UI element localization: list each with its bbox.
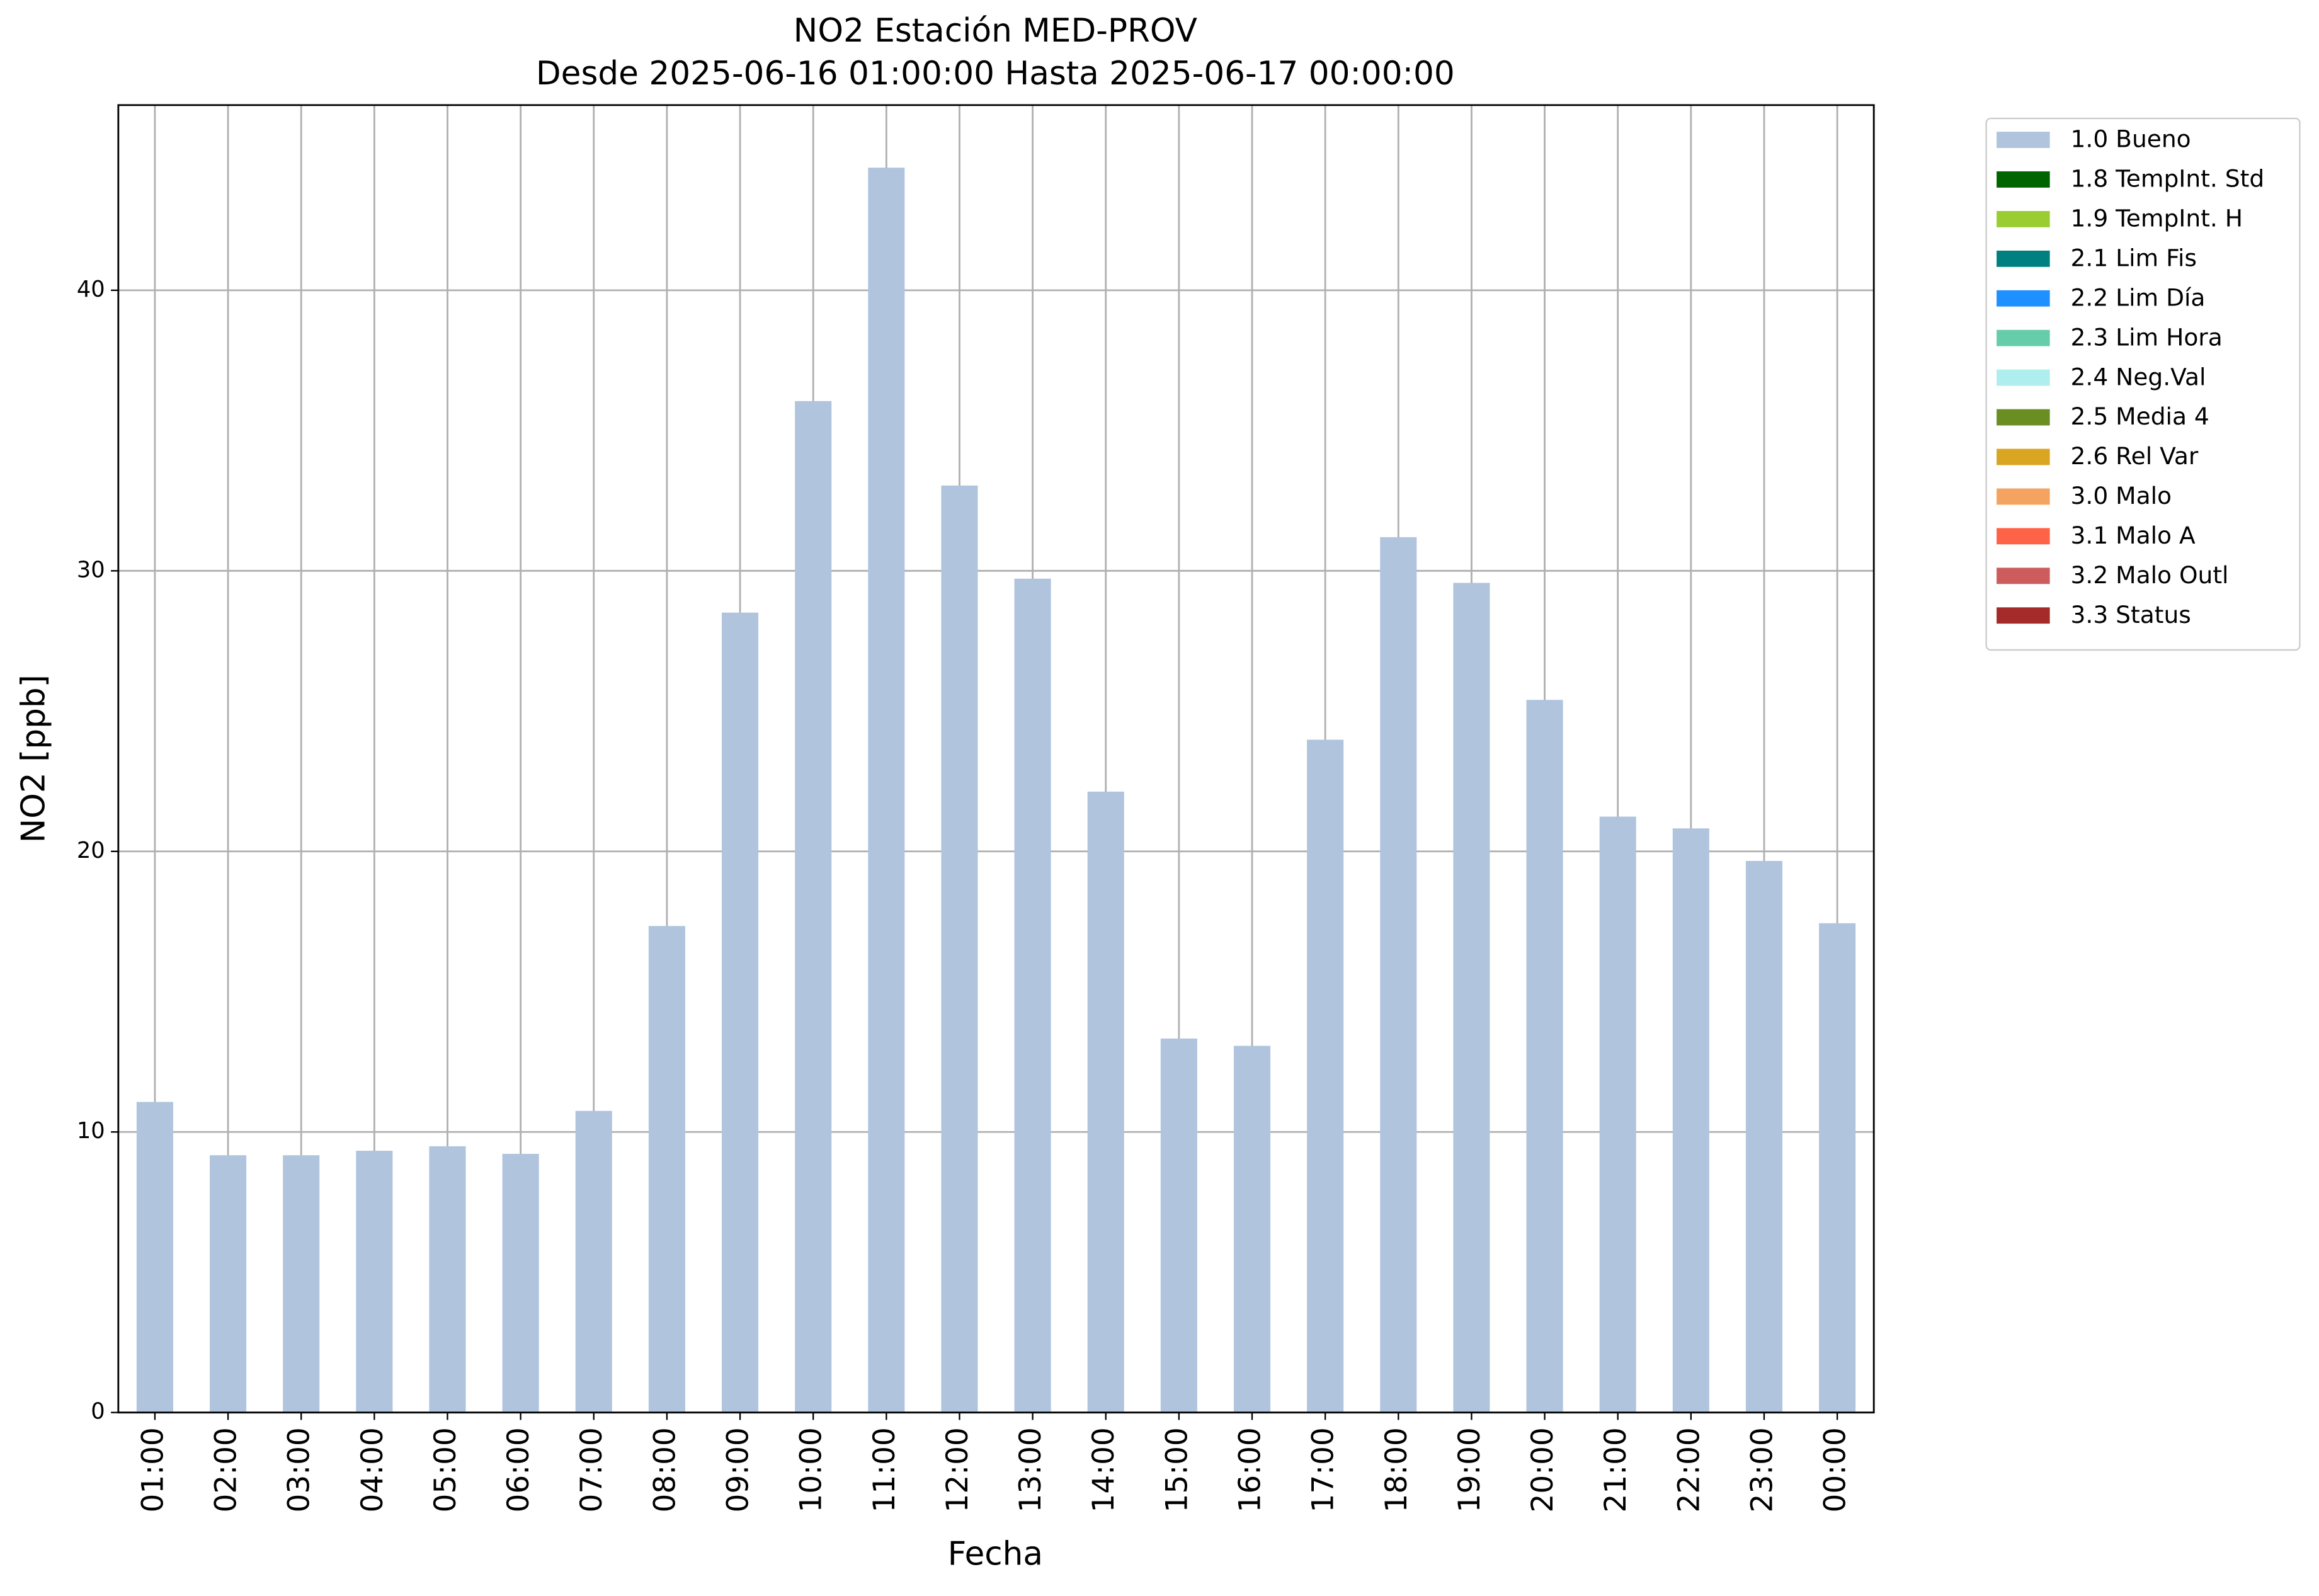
bar <box>502 1153 539 1413</box>
bar <box>868 168 905 1413</box>
bar <box>575 1110 612 1413</box>
x-tick-label: 17:00 <box>1306 1427 1341 1512</box>
x-axis-label: Fecha <box>948 1535 1043 1573</box>
bar <box>1233 1046 1271 1413</box>
x-tick-label: 10:00 <box>794 1427 829 1512</box>
legend-swatch <box>1997 329 2050 346</box>
y-tick-label: 40 <box>77 276 105 302</box>
legend-label: 1.0 Bueno <box>2071 125 2191 153</box>
legend-swatch <box>1997 567 2050 584</box>
legend-swatch <box>1997 528 2050 545</box>
x-tick-label: 14:00 <box>1086 1427 1121 1512</box>
x-tick-label: 09:00 <box>721 1427 756 1512</box>
legend-label: 2.5 Media 4 <box>2071 402 2209 430</box>
bar <box>1526 700 1563 1413</box>
x-tick-label: 12:00 <box>940 1427 975 1512</box>
x-tick-label: 05:00 <box>428 1427 463 1512</box>
chart-subtitle: Desde 2025-06-16 01:00:00 Hasta 2025-06-… <box>536 55 1455 93</box>
legend-label: 2.6 Rel Var <box>2071 442 2199 470</box>
legend-swatch <box>1997 171 2050 188</box>
legend-label: 1.9 TempInt. H <box>2071 205 2243 232</box>
x-tick-label: 16:00 <box>1233 1427 1268 1512</box>
legend-label: 3.2 Malo Outl <box>2071 561 2229 589</box>
x-tick-label: 19:00 <box>1452 1427 1487 1512</box>
bar <box>1672 828 1709 1413</box>
bar <box>210 1155 247 1413</box>
legend-box <box>1985 117 2301 651</box>
bar <box>136 1102 173 1413</box>
x-tick-label: 22:00 <box>1672 1427 1706 1512</box>
bar <box>1599 816 1636 1413</box>
x-tick-label: 06:00 <box>501 1427 536 1512</box>
legend-swatch <box>1997 132 2050 148</box>
legend-swatch <box>1997 488 2050 505</box>
bar <box>429 1146 466 1413</box>
x-tick-label: 13:00 <box>1013 1427 1048 1512</box>
x-tick-label: 23:00 <box>1745 1427 1779 1512</box>
x-tick-label: 04:00 <box>355 1427 390 1512</box>
legend-label: 2.2 Lim Día <box>2071 283 2206 311</box>
bar <box>1307 739 1344 1413</box>
bar <box>941 485 978 1413</box>
x-tick-label: 07:00 <box>574 1427 609 1512</box>
plot-frame <box>117 104 1875 1414</box>
legend-label: 2.4 Neg.Val <box>2071 363 2206 390</box>
bar <box>722 612 759 1413</box>
bar <box>1160 1038 1197 1413</box>
y-axis-label: NO2 [ppb] <box>14 675 52 843</box>
x-tick-label: 21:00 <box>1598 1427 1633 1512</box>
bar <box>1453 583 1490 1413</box>
bar <box>1745 860 1783 1413</box>
legend-swatch <box>1997 250 2050 267</box>
x-tick-label: 11:00 <box>867 1427 902 1512</box>
bar <box>1014 578 1051 1413</box>
bar <box>283 1155 320 1413</box>
legend-label: 2.1 Lim Fis <box>2071 244 2197 272</box>
bar <box>1087 791 1124 1413</box>
legend-label: 3.1 Malo A <box>2071 522 2196 549</box>
y-tick-label: 10 <box>77 1118 105 1144</box>
x-tick-label: 18:00 <box>1379 1427 1414 1512</box>
y-tick-label: 0 <box>91 1399 105 1425</box>
x-tick-label: 01:00 <box>135 1427 170 1512</box>
legend-label: 2.3 Lim Hora <box>2071 323 2223 351</box>
legend-swatch <box>1997 607 2050 624</box>
x-tick-label: 20:00 <box>1525 1427 1560 1512</box>
bar <box>356 1151 393 1413</box>
legend-swatch <box>1997 210 2050 227</box>
x-tick-label: 03:00 <box>282 1427 317 1512</box>
bar <box>795 401 832 1413</box>
legend-label: 3.3 Status <box>2071 601 2191 629</box>
x-tick-label: 02:00 <box>209 1427 244 1512</box>
y-tick-label: 20 <box>77 838 105 864</box>
chart-title: NO2 Estación MED-PROV <box>794 12 1197 50</box>
x-tick-label: 08:00 <box>647 1427 682 1512</box>
legend-swatch <box>1997 369 2050 386</box>
bar <box>1380 537 1417 1413</box>
x-tick-label: 15:00 <box>1160 1427 1194 1512</box>
x-tick-label: 00:00 <box>1818 1427 1853 1512</box>
y-tick-label: 30 <box>77 557 105 583</box>
legend-label: 1.8 TempInt. Std <box>2071 165 2265 193</box>
bar <box>1819 923 1856 1413</box>
bar <box>648 926 685 1413</box>
legend-swatch <box>1997 290 2050 307</box>
legend-swatch <box>1997 448 2050 465</box>
legend-label: 3.0 Malo <box>2071 482 2172 510</box>
legend-swatch <box>1997 409 2050 426</box>
